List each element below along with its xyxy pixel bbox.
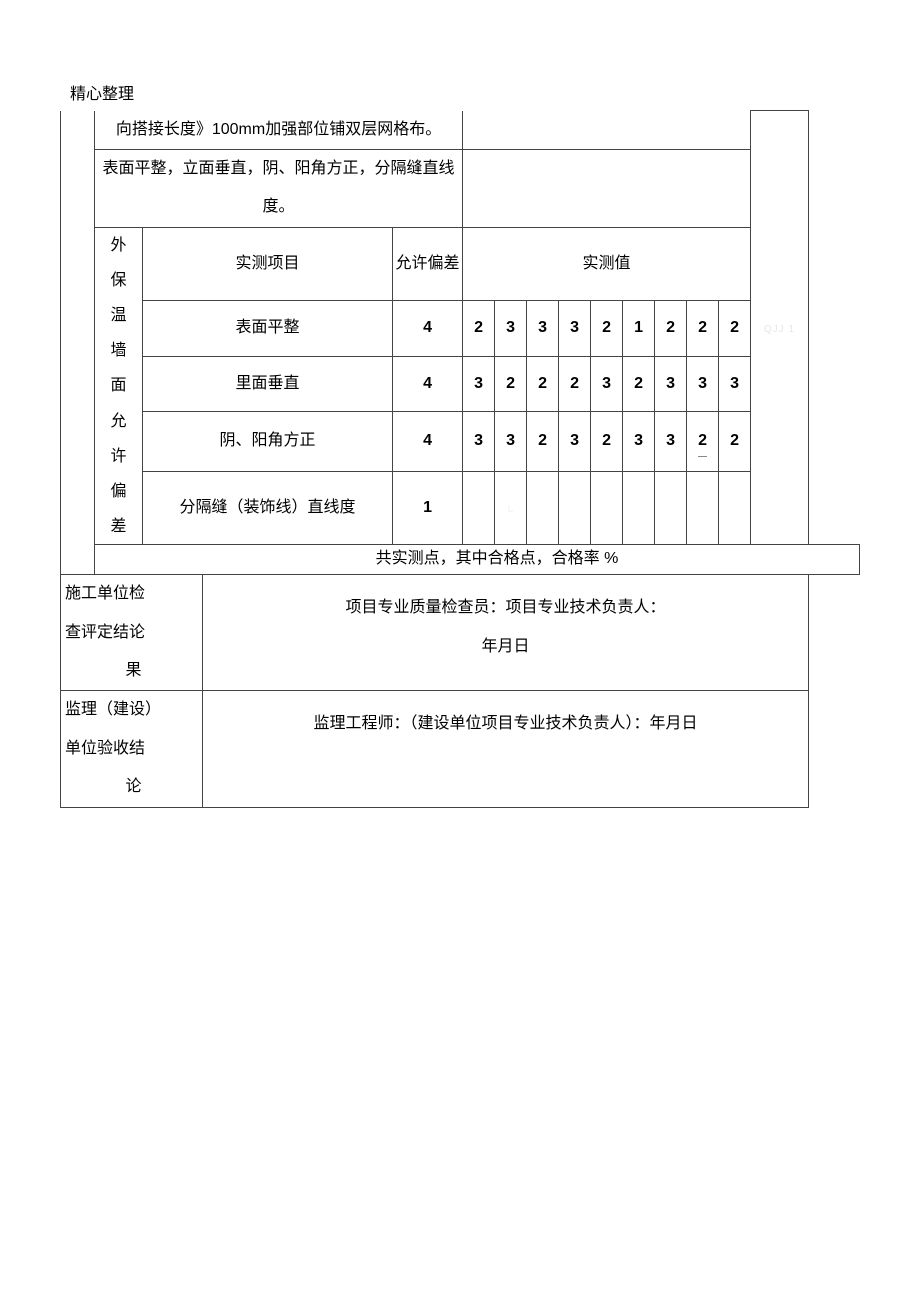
item2-v0: 3 [463,412,495,471]
item2-v4: 2 [591,412,623,471]
sig1-body: 项目专业质量检查员：项目专业技术负责人：年月日 [203,575,809,691]
item0-v3: 3 [559,301,591,357]
item1-name: 里面垂直 [143,356,393,412]
item0-v1: 3 [495,301,527,357]
item3-v0 [463,471,495,545]
page-header: 精心整理 [70,80,860,104]
item2-name: 阴、阳角方正 [143,412,393,471]
item3-v7 [687,471,719,545]
side-label: 外保温墙面允许偏差 [95,227,143,545]
item0-name: 表面平整 [143,301,393,357]
sig1-label: 施工单位检查评定结论果 [61,575,203,691]
item1-v6: 3 [655,356,687,412]
row2-text: 表面平整，立面垂直，阴、阳角方正，分隔缝直线度。 [95,149,463,227]
item0-v6: 2 [655,301,687,357]
item0-v8: 2 [719,301,751,357]
item2-dev: 4 [393,412,463,471]
right-note-cell: QJJ 1 [751,111,809,545]
item3-name: 分隔缝（装饰线）直线度 [143,471,393,545]
item1-v4: 3 [591,356,623,412]
item2-v1: 3 [495,412,527,471]
item2-v3: 3 [559,412,591,471]
row1-right-blank [463,111,751,150]
hdr-values: 实测值 [463,227,751,301]
row2-right-blank [463,149,751,227]
item3-v2 [527,471,559,545]
sig2-body: 监理工程师：（建设单位项目专业技术负责人）：年月日 [203,691,809,807]
item1-v1: 2 [495,356,527,412]
hdr-dev: 允许偏差 [393,227,463,301]
sig2-label: 监理（建设）单位验收结论 [61,691,203,807]
item1-v3: 2 [559,356,591,412]
item2-v6: 3 [655,412,687,471]
item2-v7: 2 [687,412,719,471]
item2-v5: 3 [623,412,655,471]
row1-text: 向搭接长度》100mm加强部位铺双层网格布。 [95,111,463,150]
item0-v5: 1 [623,301,655,357]
item1-dev: 4 [393,356,463,412]
left-margin-cell [61,111,95,575]
item0-v4: 2 [591,301,623,357]
item3-v4 [591,471,623,545]
item0-v7: 2 [687,301,719,357]
item3-dev: 1 [393,471,463,545]
item3-v5 [623,471,655,545]
item3-v6 [655,471,687,545]
item1-v7: 3 [687,356,719,412]
item0-v2: 3 [527,301,559,357]
item3-v8 [719,471,751,545]
item1-v2: 2 [527,356,559,412]
watermark-text: QJJ 1 [764,324,795,335]
hdr-item: 实测项目 [143,227,393,301]
item0-v0: 2 [463,301,495,357]
item1-v5: 2 [623,356,655,412]
item1-v8: 3 [719,356,751,412]
item3-v1: L [495,471,527,545]
item2-v8: 2 [719,412,751,471]
inspection-table: 向搭接长度》100mm加强部位铺双层网格布。 QJJ 1 表面平整，立面垂直，阴… [60,110,860,808]
item3-v3 [559,471,591,545]
item2-v2: 2 [527,412,559,471]
item1-v0: 3 [463,356,495,412]
item0-dev: 4 [393,301,463,357]
summary-row: 共实测点，其中合格点，合格率 % [95,545,860,575]
